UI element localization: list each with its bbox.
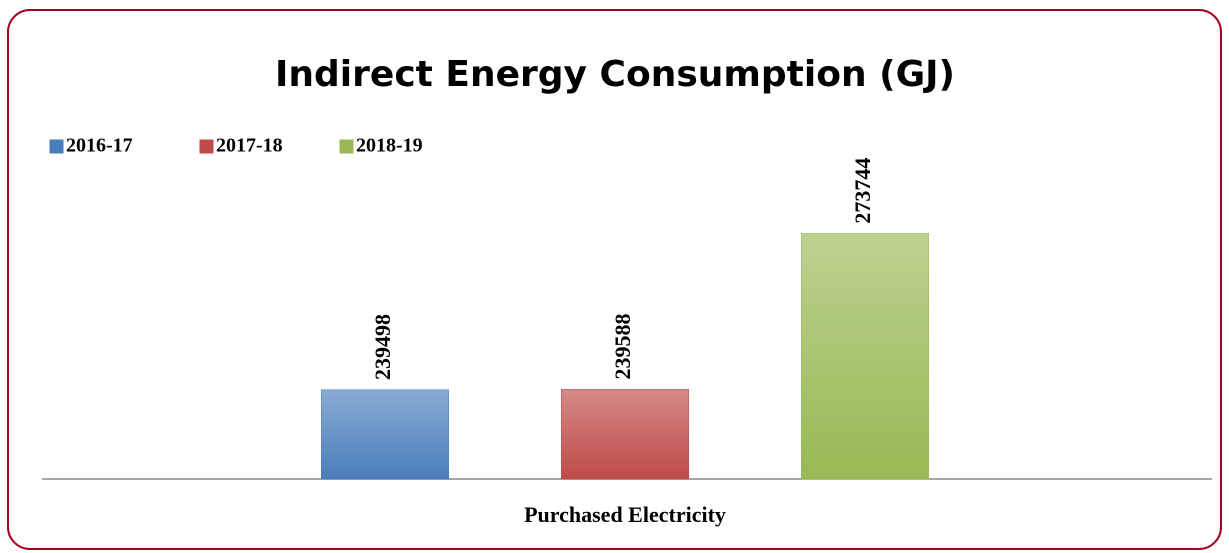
bar-shine <box>801 233 929 479</box>
legend-marker <box>339 139 354 154</box>
legend-label: 2018-19 <box>356 135 423 157</box>
bar-shine <box>321 389 449 479</box>
legend-label: 2017-18 <box>216 135 283 157</box>
x-tick-label: Purchased Electricity <box>524 502 726 527</box>
bar-shine <box>561 389 689 479</box>
legend-label: 2016-17 <box>66 135 133 157</box>
data-label: 273744 <box>850 158 875 224</box>
legend-marker <box>199 139 214 154</box>
chart-title: Indirect Energy Consumption (GJ) <box>275 54 955 95</box>
legend-marker <box>49 139 64 154</box>
data-label: 239498 <box>370 314 395 380</box>
data-label: 239588 <box>610 314 635 380</box>
